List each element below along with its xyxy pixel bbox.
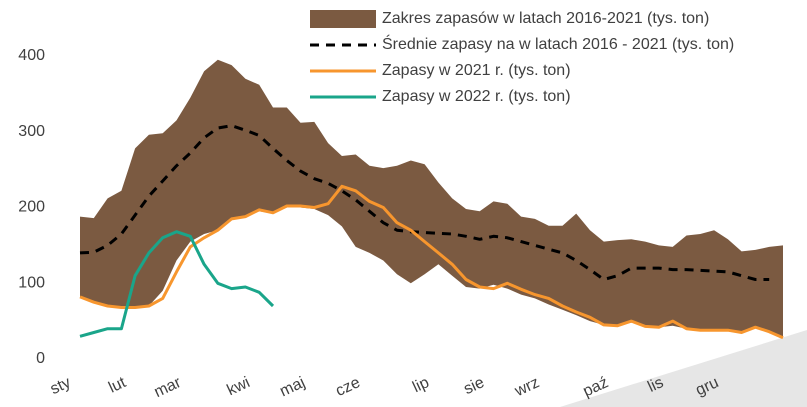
x-tick-label: lip — [410, 374, 432, 396]
x-tick-label: lut — [106, 374, 129, 397]
dashed-line — [79, 124, 770, 281]
x-tick-label: mar — [152, 374, 185, 401]
legend-swatch — [310, 10, 376, 28]
legend-label: Średnie zapasy na w latach 2016 - 2021 (… — [382, 34, 734, 53]
y-tick-label: 0 — [36, 350, 45, 367]
x-tick-label: lis — [645, 374, 666, 396]
y-tick-label: 300 — [18, 123, 45, 140]
x-tick-label: kwi — [225, 374, 253, 399]
legend-label: Zakres zapasów w latach 2016-2021 (tys. … — [382, 10, 709, 27]
legend-label: Zapasy w 2021 r. (tys. ton) — [382, 62, 571, 79]
y-tick-label: 100 — [18, 274, 45, 291]
line — [79, 184, 784, 340]
legend-label: Zapasy w 2022 r. (tys. ton) — [382, 88, 571, 105]
line — [79, 230, 275, 338]
y-tick-label: 400 — [18, 47, 45, 64]
range-area — [80, 59, 783, 338]
x-tick-label: sty — [48, 374, 74, 398]
x-tick-label: wrz — [511, 374, 542, 400]
x-tick-label: sie — [461, 374, 487, 398]
y-tick-label: 200 — [18, 199, 45, 216]
x-tick-label: maj — [277, 374, 308, 400]
corner-decoration — [560, 330, 807, 407]
x-tick-label: cze — [333, 374, 363, 400]
